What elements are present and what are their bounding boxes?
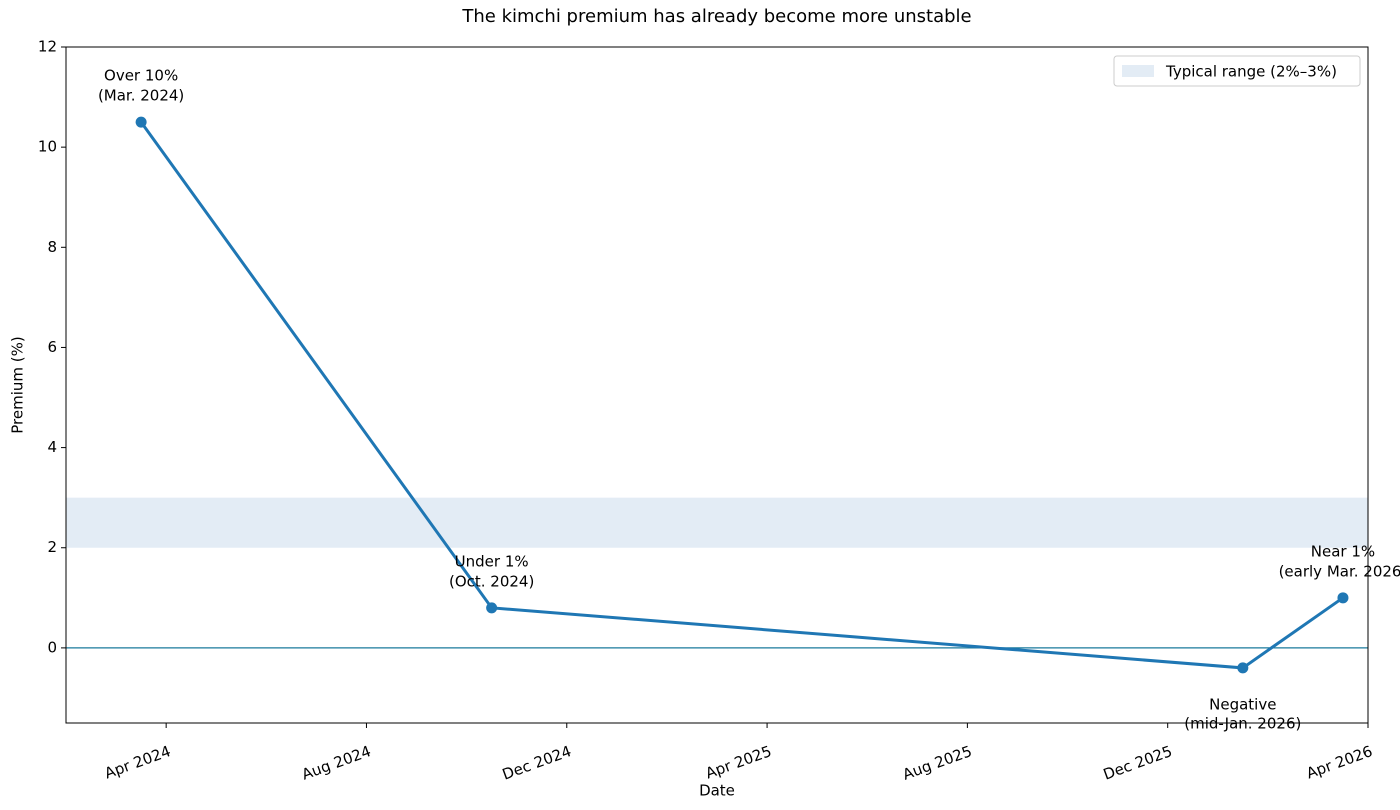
y-axis-label: Premium (%)	[9, 336, 27, 433]
chart-title: The kimchi premium has already become mo…	[461, 6, 971, 27]
point	[1337, 592, 1349, 604]
legend-box	[1113, 55, 1361, 87]
x-axis-label: Date	[699, 782, 735, 800]
x-tick-label: Apr 2025	[703, 742, 774, 782]
legend-label: Typical range (2%–3%)	[1165, 63, 1337, 81]
y-tick-label: 12	[38, 38, 57, 56]
x-tick-label: Dec 2024	[500, 742, 574, 784]
legend-swatch	[1122, 65, 1154, 77]
x-tick-label: Apr 2026	[1304, 742, 1375, 782]
annotation: (Oct. 2024)	[449, 572, 534, 590]
point	[1237, 662, 1249, 674]
y-tick-label: 10	[38, 138, 57, 156]
typical-range-band	[66, 497, 1368, 548]
y-tick-label: 2	[47, 538, 57, 556]
annotation: (Mar. 2024)	[98, 87, 184, 105]
x-tick-label: Apr 2024	[102, 742, 173, 782]
x-tick-label: Dec 2025	[1101, 742, 1175, 784]
line	[139, 121, 1344, 670]
annotation: (early Mar. 2026)	[1279, 562, 1400, 580]
annotation: Over 10%	[104, 67, 178, 85]
y-tick-label: 8	[47, 238, 57, 256]
y-tick-label: 0	[47, 638, 57, 656]
y-tick-label: 4	[47, 438, 57, 456]
x-tick-label: Aug 2024	[299, 742, 373, 784]
y-tick-label: 6	[47, 338, 57, 356]
point	[486, 602, 498, 614]
x-tick-label: Aug 2025	[900, 742, 974, 784]
annotation: Negative	[1209, 695, 1276, 713]
annotation: Near 1%	[1311, 542, 1375, 560]
plot-frame	[65, 46, 1369, 724]
annotation: Under 1%	[455, 552, 529, 570]
point	[135, 116, 147, 128]
